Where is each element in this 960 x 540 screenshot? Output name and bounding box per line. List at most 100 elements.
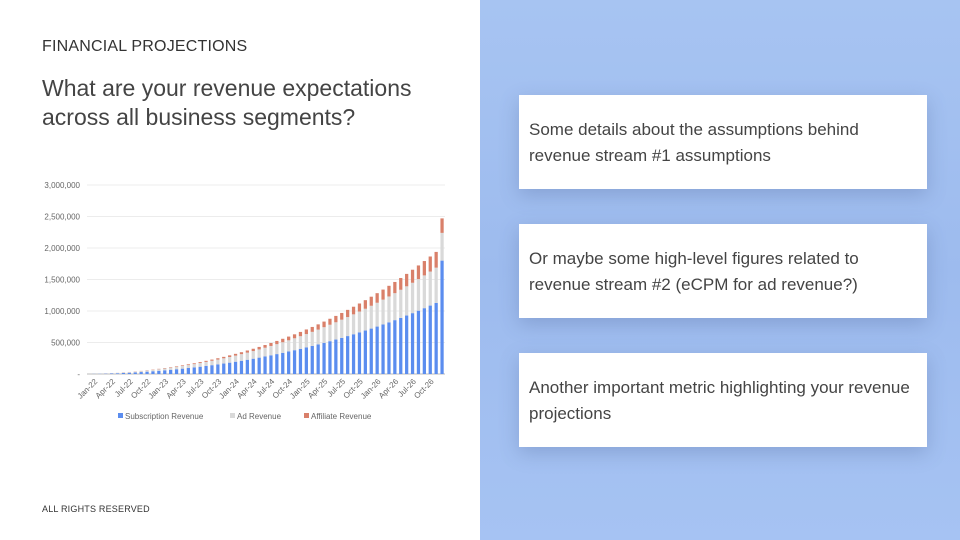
bar-segment	[322, 321, 326, 328]
bar-segment	[416, 265, 421, 280]
bar-segment	[121, 372, 126, 373]
y-tick-label: 1,000,000	[44, 307, 80, 316]
bar-segment	[281, 342, 285, 353]
bar-segment	[151, 371, 155, 374]
bar-segment	[287, 340, 291, 352]
bar-segment	[363, 308, 367, 331]
bar-segment	[251, 351, 255, 359]
bar-segment	[157, 369, 161, 371]
info-card-2: Or maybe some high-level figures related…	[519, 224, 927, 318]
bar-segment	[127, 372, 131, 374]
bar-segment	[304, 334, 308, 348]
bar-segment	[216, 364, 220, 374]
bar-segment	[328, 341, 332, 374]
bar-segment	[275, 340, 279, 345]
bar-segment	[334, 322, 338, 340]
y-tick-label: 500,000	[51, 339, 80, 348]
bar-segment	[245, 359, 249, 374]
bar-segment	[292, 350, 297, 374]
bar-segment	[157, 370, 161, 374]
bar-segment	[115, 373, 120, 374]
bar-segment	[216, 358, 220, 360]
bar-segment	[281, 352, 285, 374]
slide-headline: What are your revenue expectations acros…	[42, 75, 412, 130]
bar-segment	[287, 351, 291, 374]
bar-segment	[269, 343, 273, 346]
bar-segment	[169, 367, 173, 368]
bar-segment	[163, 368, 167, 371]
bar-segment	[275, 344, 279, 355]
bar-segment	[269, 355, 273, 374]
x-tick-label: Apr-23	[165, 377, 189, 401]
bar-segment	[281, 338, 285, 343]
bar-segment	[251, 358, 255, 374]
bar-segment	[287, 336, 291, 341]
bar-segment	[410, 269, 415, 283]
bar-segment	[239, 352, 244, 355]
bar-segment	[381, 299, 385, 325]
bar-segment	[434, 267, 438, 303]
bar-segment	[440, 232, 444, 261]
bar-segment	[351, 314, 356, 335]
bar-segment	[328, 324, 332, 342]
bar-segment	[216, 359, 220, 365]
bar-segment	[163, 370, 167, 374]
bar-segment	[210, 360, 214, 366]
bar-segment	[346, 336, 350, 374]
bar-segment	[228, 355, 232, 357]
info-card-3: Another important metric highlighting yo…	[519, 353, 927, 447]
bar-segment	[145, 371, 149, 374]
bar-segment	[121, 372, 126, 374]
bar-segment	[381, 289, 385, 300]
bar-segment	[416, 279, 421, 311]
bar-segment	[410, 282, 415, 314]
bar-segment	[210, 359, 214, 361]
bar-segment	[127, 372, 131, 373]
info-card-3-text: Another important metric highlighting yo…	[529, 378, 910, 423]
bar-segment	[316, 344, 320, 374]
bar-segment	[434, 251, 438, 268]
bar-segment	[405, 273, 409, 287]
bar-segment	[239, 354, 244, 361]
info-card-2-text: Or maybe some high-level figures related…	[529, 249, 859, 294]
bar-segment	[169, 367, 173, 370]
bar-segment	[222, 356, 226, 359]
bar-segment	[269, 345, 273, 356]
bar-segment	[357, 332, 362, 374]
bar-segment	[410, 313, 415, 374]
bar-segment	[192, 367, 196, 374]
bar-segment	[322, 342, 326, 374]
bar-segment	[174, 366, 179, 370]
bar-segment	[393, 320, 397, 374]
bar-segment	[292, 338, 297, 351]
bar-segment	[399, 289, 403, 318]
legend-label: Subscription Revenue	[125, 412, 204, 421]
bar-segment	[139, 371, 143, 373]
bar-segment	[251, 348, 255, 352]
bar-segment	[310, 331, 314, 346]
bar-segment	[169, 369, 173, 374]
bar-segment	[263, 356, 267, 374]
bar-segment	[192, 363, 196, 365]
bar-segment	[334, 339, 338, 374]
bar-segment	[375, 293, 379, 303]
bar-segment	[204, 361, 208, 366]
bar-segment	[210, 365, 214, 374]
info-card-1-text: Some details about the assumptions behin…	[529, 120, 859, 165]
revenue-chart-svg: 3,000,000 2,500,000 2,000,000 1,500,000 1,00…	[44, 181, 445, 421]
bar-segment	[375, 302, 379, 327]
bar-segment	[316, 324, 320, 330]
bar-segment	[310, 326, 314, 332]
legend-swatch	[304, 413, 309, 418]
bar-segment	[357, 311, 362, 333]
bar-segment	[192, 364, 196, 368]
bar-segment	[310, 345, 314, 374]
bar-segment	[328, 318, 332, 325]
bar-segment	[257, 349, 261, 358]
legend-label: Ad Revenue	[237, 412, 282, 421]
bar-segment	[393, 293, 397, 321]
bar-segment	[257, 346, 261, 350]
bar-segment	[222, 358, 226, 364]
bar-segment	[233, 355, 238, 362]
bar-segment	[298, 348, 303, 374]
